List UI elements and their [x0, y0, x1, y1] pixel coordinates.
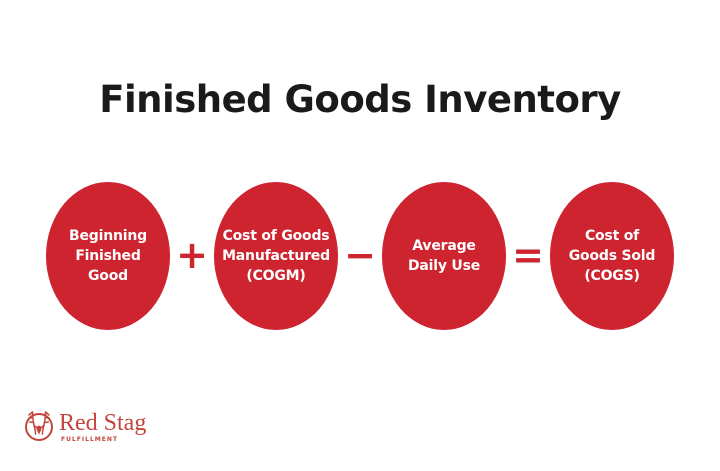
plus-operator: + — [176, 233, 208, 277]
logo-wordmark: Red Stag — [59, 410, 147, 436]
term-cost-of-goods-manufactured: Cost of Goods Manufactured (COGM) — [214, 182, 338, 330]
logo-subtitle: FULFILLMENT — [61, 436, 118, 443]
formula-row: Beginning Finished Good + Cost of Goods … — [0, 182, 720, 330]
page-title: Finished Goods Inventory — [99, 78, 621, 121]
term-beginning-finished-good: Beginning Finished Good — [46, 182, 170, 330]
term-average-daily-use: Average Daily Use — [382, 182, 506, 330]
term-label-cost-of-goods-sold: Cost of Goods Sold (COGS) — [568, 227, 656, 285]
term-cost-of-goods-sold: Cost of Goods Sold (COGS) — [550, 182, 674, 330]
term-label-cost-of-goods-manufactured: Cost of Goods Manufactured (COGM) — [222, 227, 330, 285]
stag-icon — [25, 411, 53, 441]
term-label-average-daily-use: Average Daily Use — [407, 237, 481, 274]
minus-operator: − — [344, 233, 376, 277]
equals-operator: = — [512, 233, 544, 277]
logo-text: Red Stag FULFILLMENT — [59, 406, 146, 443]
term-label-beginning-finished-good: Beginning Finished Good — [69, 227, 147, 285]
red-stag-logo: Red Stag FULFILLMENT — [22, 406, 146, 443]
